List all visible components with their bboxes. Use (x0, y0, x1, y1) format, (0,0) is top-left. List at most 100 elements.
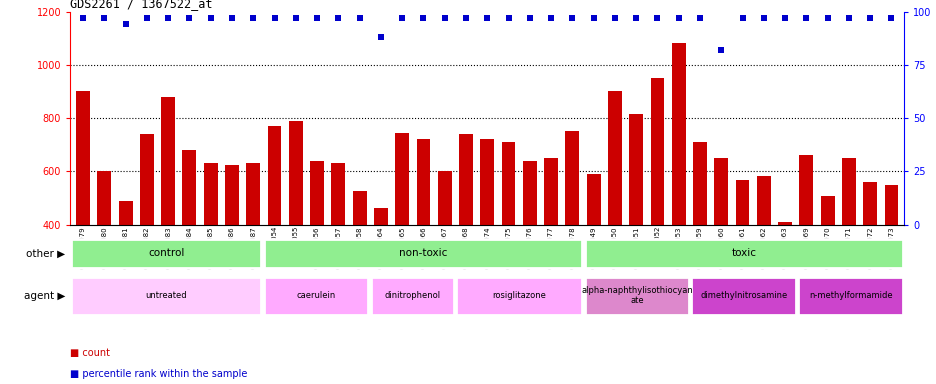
Text: rosiglitazone: rosiglitazone (491, 291, 546, 300)
Bar (371, 276, 453, 315)
Bar (584, 239, 901, 268)
Point (586, 15, 601, 21)
Bar (373, 208, 388, 331)
Bar (522, 161, 536, 331)
Text: caerulein: caerulein (296, 291, 335, 300)
Bar (246, 163, 260, 331)
Bar (119, 201, 132, 331)
Point (543, 15, 558, 21)
Bar (798, 156, 812, 331)
Point (76, 15, 91, 21)
Bar (352, 191, 366, 331)
Bar (76, 91, 90, 331)
Text: dimethylnitrosamine: dimethylnitrosamine (699, 291, 786, 300)
Bar (756, 176, 770, 331)
Point (225, 15, 240, 21)
Text: alpha-naphthylisothiocyan
ate: alpha-naphthylisothiocyan ate (580, 286, 692, 305)
Text: other ▶: other ▶ (26, 248, 66, 258)
Text: toxic: toxic (731, 248, 755, 258)
Bar (862, 182, 876, 331)
Point (841, 15, 856, 21)
Point (352, 15, 367, 21)
Text: dinitrophenol: dinitrophenol (384, 291, 440, 300)
Point (330, 15, 345, 21)
Bar (650, 78, 664, 331)
Point (182, 15, 197, 21)
Bar (203, 163, 217, 331)
Bar (607, 91, 622, 331)
Point (607, 15, 622, 21)
Bar (459, 134, 473, 331)
Text: n-methylformamide: n-methylformamide (808, 291, 892, 300)
Point (373, 34, 388, 40)
Point (437, 15, 452, 21)
Bar (629, 114, 642, 331)
Bar (691, 276, 795, 315)
Text: ■ percentile rank within the sample: ■ percentile rank within the sample (70, 369, 247, 379)
Bar (395, 133, 409, 331)
Text: untreated: untreated (145, 291, 187, 300)
Point (96, 15, 111, 21)
Bar (161, 97, 175, 331)
Point (501, 15, 516, 21)
Point (288, 15, 303, 21)
Text: non-toxic: non-toxic (399, 248, 446, 258)
Bar (797, 276, 901, 315)
Bar (331, 163, 344, 331)
Point (650, 15, 665, 21)
Point (819, 15, 834, 21)
Point (798, 15, 813, 21)
Bar (71, 239, 261, 268)
Point (755, 15, 770, 21)
Point (118, 21, 133, 27)
Point (416, 15, 431, 21)
Point (670, 15, 685, 21)
Point (564, 15, 579, 21)
Bar (501, 142, 515, 331)
Bar (671, 43, 685, 331)
Bar (777, 222, 791, 331)
Bar (183, 150, 197, 331)
Point (394, 15, 409, 21)
Text: control: control (148, 248, 184, 258)
Point (160, 15, 175, 21)
Bar (310, 161, 324, 331)
Bar (264, 239, 581, 268)
Bar (544, 158, 557, 331)
Point (628, 15, 643, 21)
Bar (437, 171, 451, 331)
Bar (264, 276, 368, 315)
Bar (841, 158, 855, 331)
Point (309, 15, 324, 21)
Point (458, 15, 473, 21)
Point (883, 15, 898, 21)
Point (862, 15, 877, 21)
Point (245, 15, 260, 21)
Text: GDS2261 / 1367522_at: GDS2261 / 1367522_at (70, 0, 212, 10)
Point (139, 15, 154, 21)
Bar (480, 139, 493, 331)
Point (692, 15, 707, 21)
Bar (820, 196, 834, 331)
Bar (97, 171, 111, 331)
Point (777, 15, 792, 21)
Point (203, 15, 218, 21)
Bar (735, 180, 749, 331)
Bar (225, 166, 239, 331)
Point (713, 47, 728, 53)
Point (521, 15, 536, 21)
Bar (564, 131, 578, 331)
Bar (268, 126, 281, 331)
Bar (713, 158, 727, 331)
Bar (584, 276, 688, 315)
Text: ■ count: ■ count (70, 348, 110, 358)
Bar (884, 185, 898, 331)
Bar (693, 142, 706, 331)
Bar (586, 174, 600, 331)
Point (734, 15, 749, 21)
Point (479, 15, 494, 21)
Bar (71, 276, 261, 315)
Bar (417, 139, 430, 331)
Text: agent ▶: agent ▶ (24, 291, 66, 301)
Bar (288, 121, 302, 331)
